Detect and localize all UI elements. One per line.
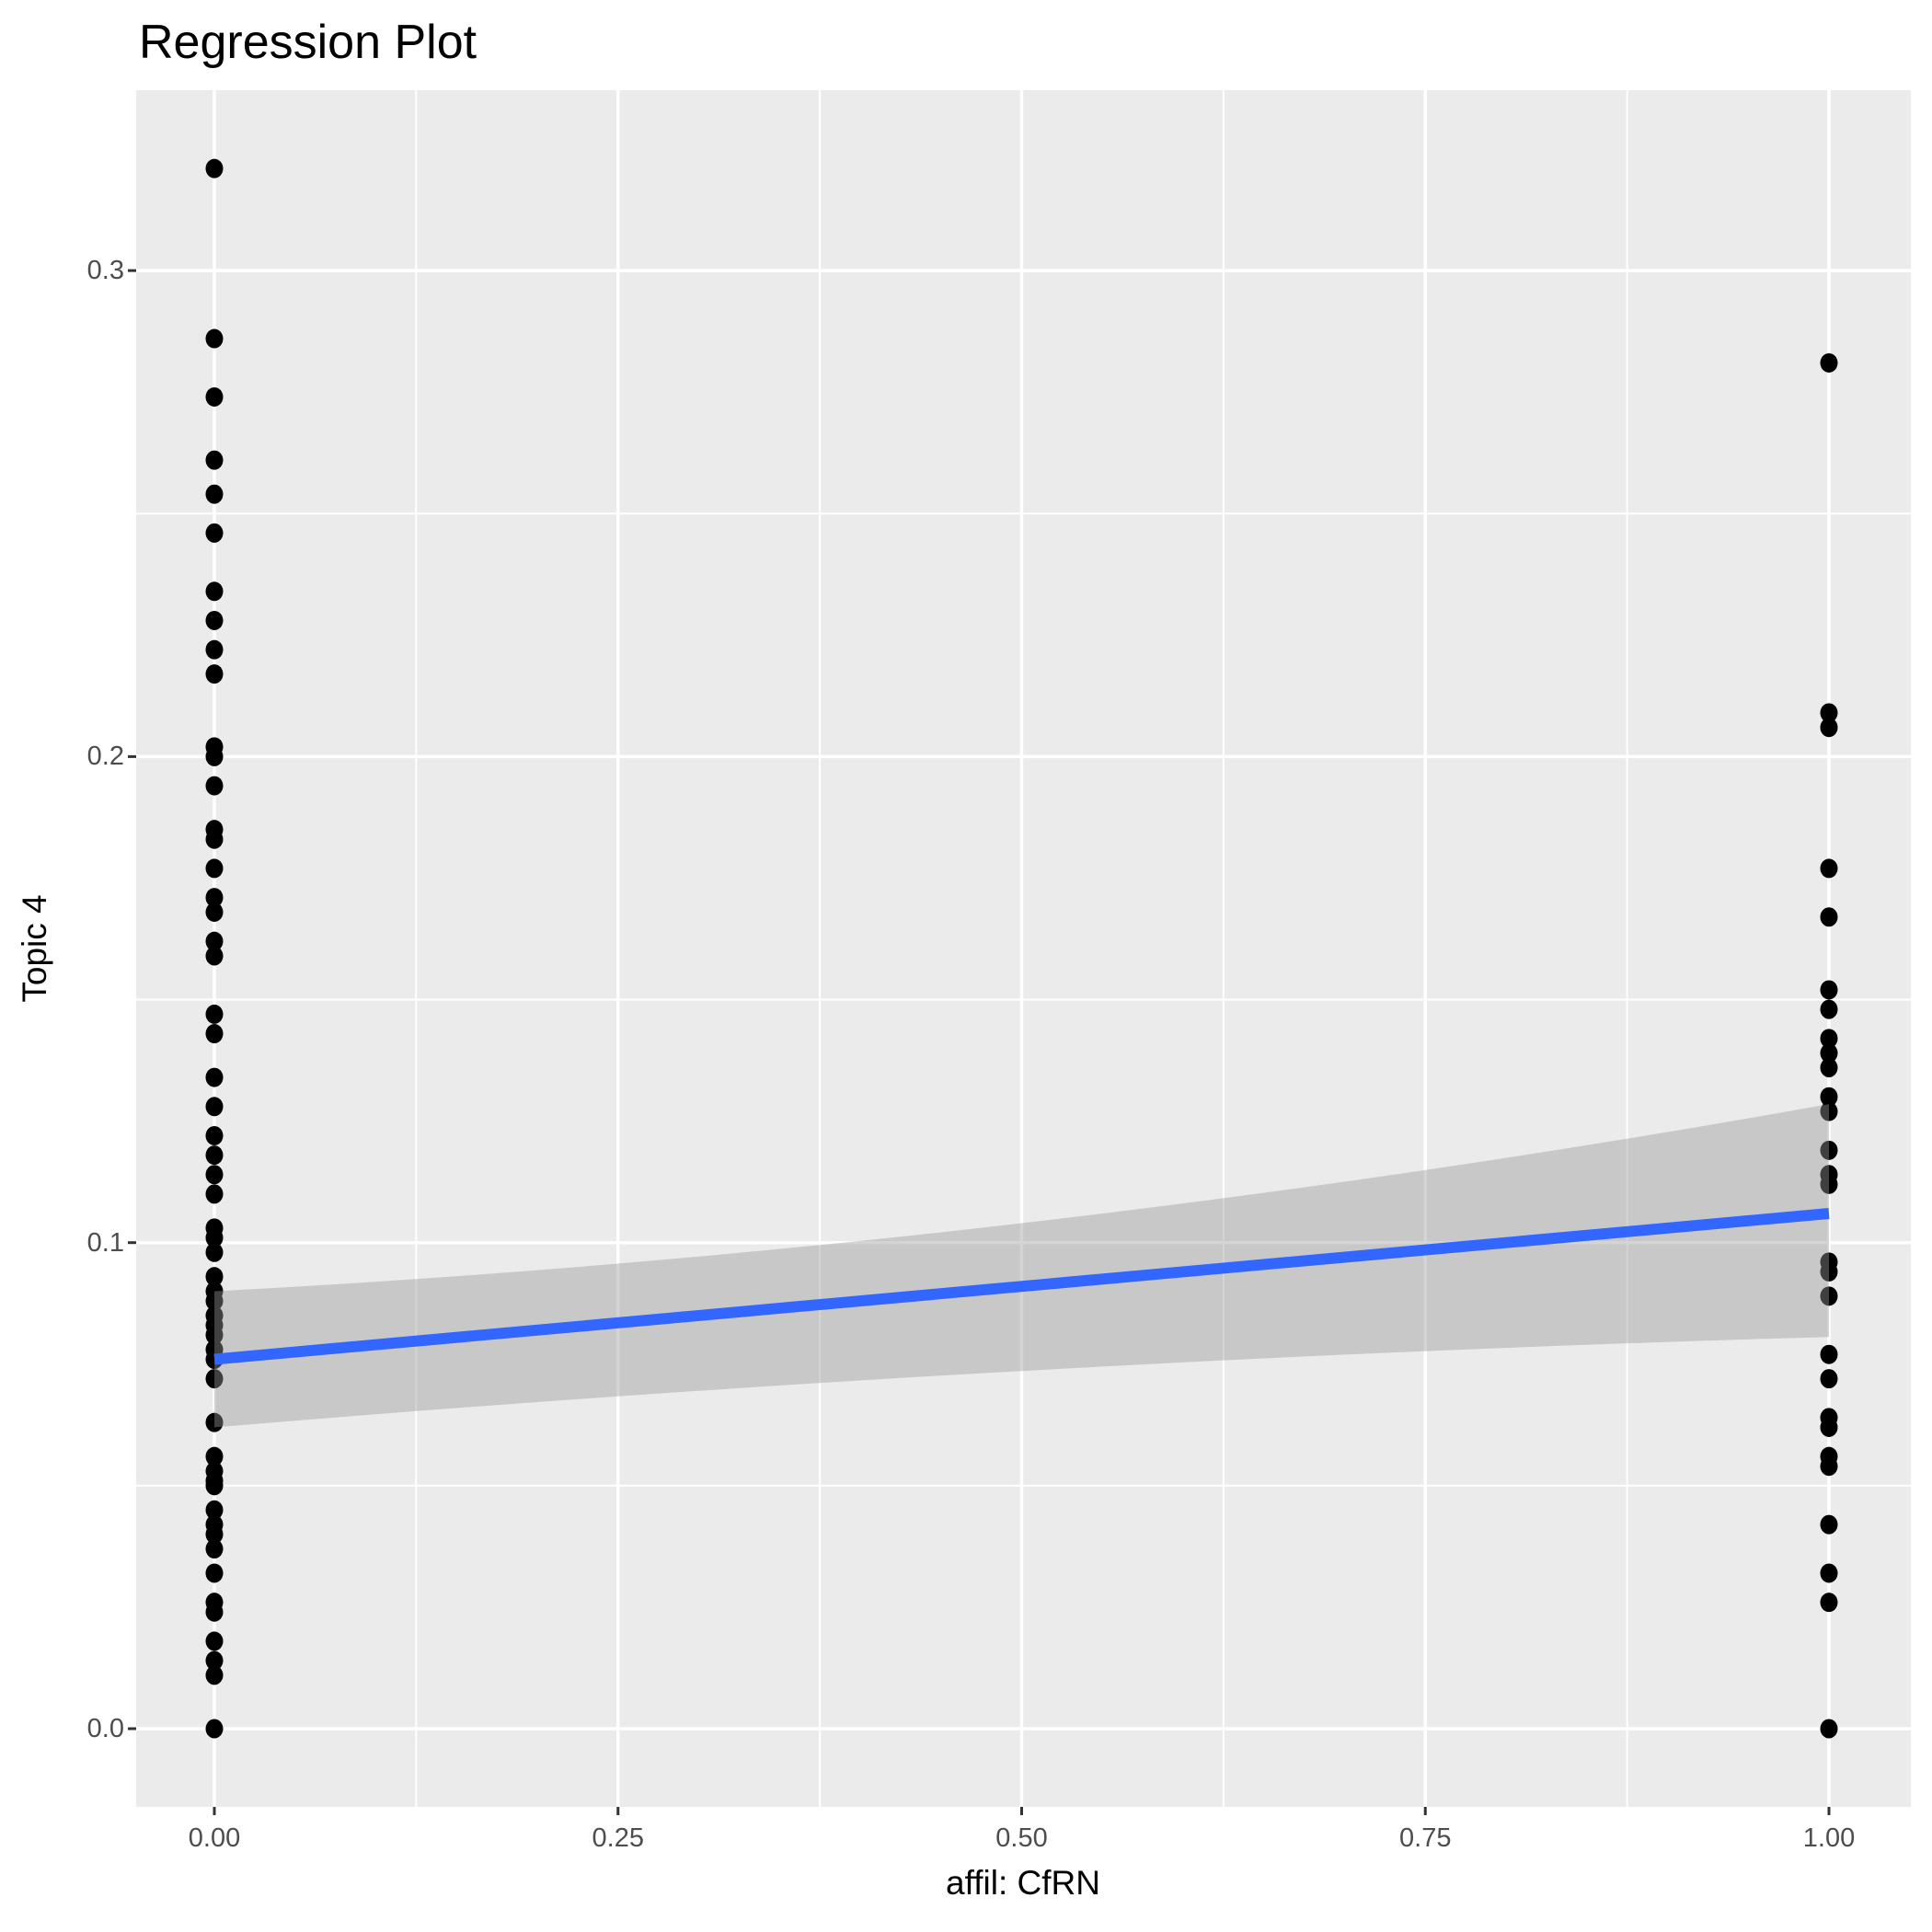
data-point xyxy=(1820,1286,1838,1306)
data-point xyxy=(1820,1140,1838,1160)
data-point xyxy=(205,1267,224,1287)
data-point xyxy=(1820,703,1838,723)
data-point xyxy=(205,1500,224,1520)
data-point xyxy=(205,1650,224,1671)
data-point xyxy=(1820,1563,1838,1583)
data-point xyxy=(205,1539,224,1559)
data-point xyxy=(205,1242,224,1262)
data-point xyxy=(205,1602,224,1622)
x-tick-label: 1.00 xyxy=(1802,1823,1856,1853)
data-point xyxy=(1820,1087,1838,1107)
data-point xyxy=(205,484,224,504)
data-point xyxy=(1820,1058,1838,1078)
data-point xyxy=(1820,352,1838,373)
x-tick-label: 0.25 xyxy=(592,1823,644,1853)
data-point xyxy=(205,450,224,470)
data-point xyxy=(1820,1029,1838,1049)
data-point xyxy=(1820,1719,1838,1739)
data-point xyxy=(1820,1456,1838,1477)
y-axis-title: Topic 4 xyxy=(16,894,53,1003)
confidence-band xyxy=(214,1104,1829,1428)
y-tick-label: 0.0 xyxy=(86,1714,124,1743)
data-point xyxy=(1820,1593,1838,1613)
data-point xyxy=(1820,718,1838,738)
data-point xyxy=(205,1631,224,1651)
data-point xyxy=(205,1227,224,1248)
x-tick-label: 0.50 xyxy=(995,1823,1048,1853)
y-tick-label: 0.1 xyxy=(86,1227,124,1258)
data-point xyxy=(205,1097,224,1117)
data-point xyxy=(205,1719,224,1739)
data-point xyxy=(205,1446,224,1466)
data-point xyxy=(205,1291,224,1311)
data-point xyxy=(205,1004,224,1024)
data-point xyxy=(205,1145,224,1166)
data-point xyxy=(205,858,224,879)
data-point xyxy=(205,1184,224,1204)
data-point xyxy=(205,746,224,766)
data-point xyxy=(205,1369,224,1389)
data-point xyxy=(1820,1261,1838,1282)
data-point xyxy=(205,1325,224,1345)
data-point xyxy=(205,829,224,849)
data-point xyxy=(205,1125,224,1145)
data-point xyxy=(205,1665,224,1685)
data-point xyxy=(1820,1369,1838,1389)
data-point xyxy=(1820,1417,1838,1437)
data-point xyxy=(205,888,224,908)
data-point xyxy=(1820,858,1838,879)
plot-title: Regression Plot xyxy=(139,16,477,69)
plot-panel xyxy=(136,90,1911,1807)
data-point xyxy=(1820,999,1838,1019)
y-tick-label: 0.2 xyxy=(86,742,124,772)
data-point xyxy=(1820,980,1838,1000)
data-point xyxy=(205,386,224,407)
data-point xyxy=(205,158,224,178)
x-axis-title-text: affil: CfRN xyxy=(946,1864,1100,1902)
data-point xyxy=(205,1165,224,1185)
data-point xyxy=(1820,1043,1838,1064)
data-point xyxy=(205,639,224,660)
data-point xyxy=(1820,907,1838,927)
data-point xyxy=(205,664,224,684)
x-axis-title: affil: CfRN xyxy=(0,1864,1932,1903)
regression-line xyxy=(213,1208,1830,1365)
x-tick-label: 0.75 xyxy=(1399,1823,1452,1853)
data-point xyxy=(1820,1101,1838,1121)
data-point xyxy=(205,1412,224,1432)
data-point xyxy=(205,902,224,922)
data-point xyxy=(205,581,224,602)
data-point xyxy=(205,931,224,951)
y-tick-label: 0.3 xyxy=(86,256,124,286)
data-point xyxy=(205,776,224,796)
data-point xyxy=(205,1476,224,1496)
data-point xyxy=(205,946,224,966)
data-point xyxy=(1820,1174,1838,1194)
data-point xyxy=(205,1067,224,1087)
x-tick-label: 0.00 xyxy=(188,1823,241,1853)
data-point xyxy=(205,523,224,543)
data-point xyxy=(1820,1344,1838,1364)
data-point xyxy=(205,610,224,630)
data-point xyxy=(205,1563,224,1583)
data-point xyxy=(205,1024,224,1044)
data-point xyxy=(1820,1514,1838,1535)
data-point xyxy=(205,1524,224,1545)
data-point xyxy=(205,328,224,349)
